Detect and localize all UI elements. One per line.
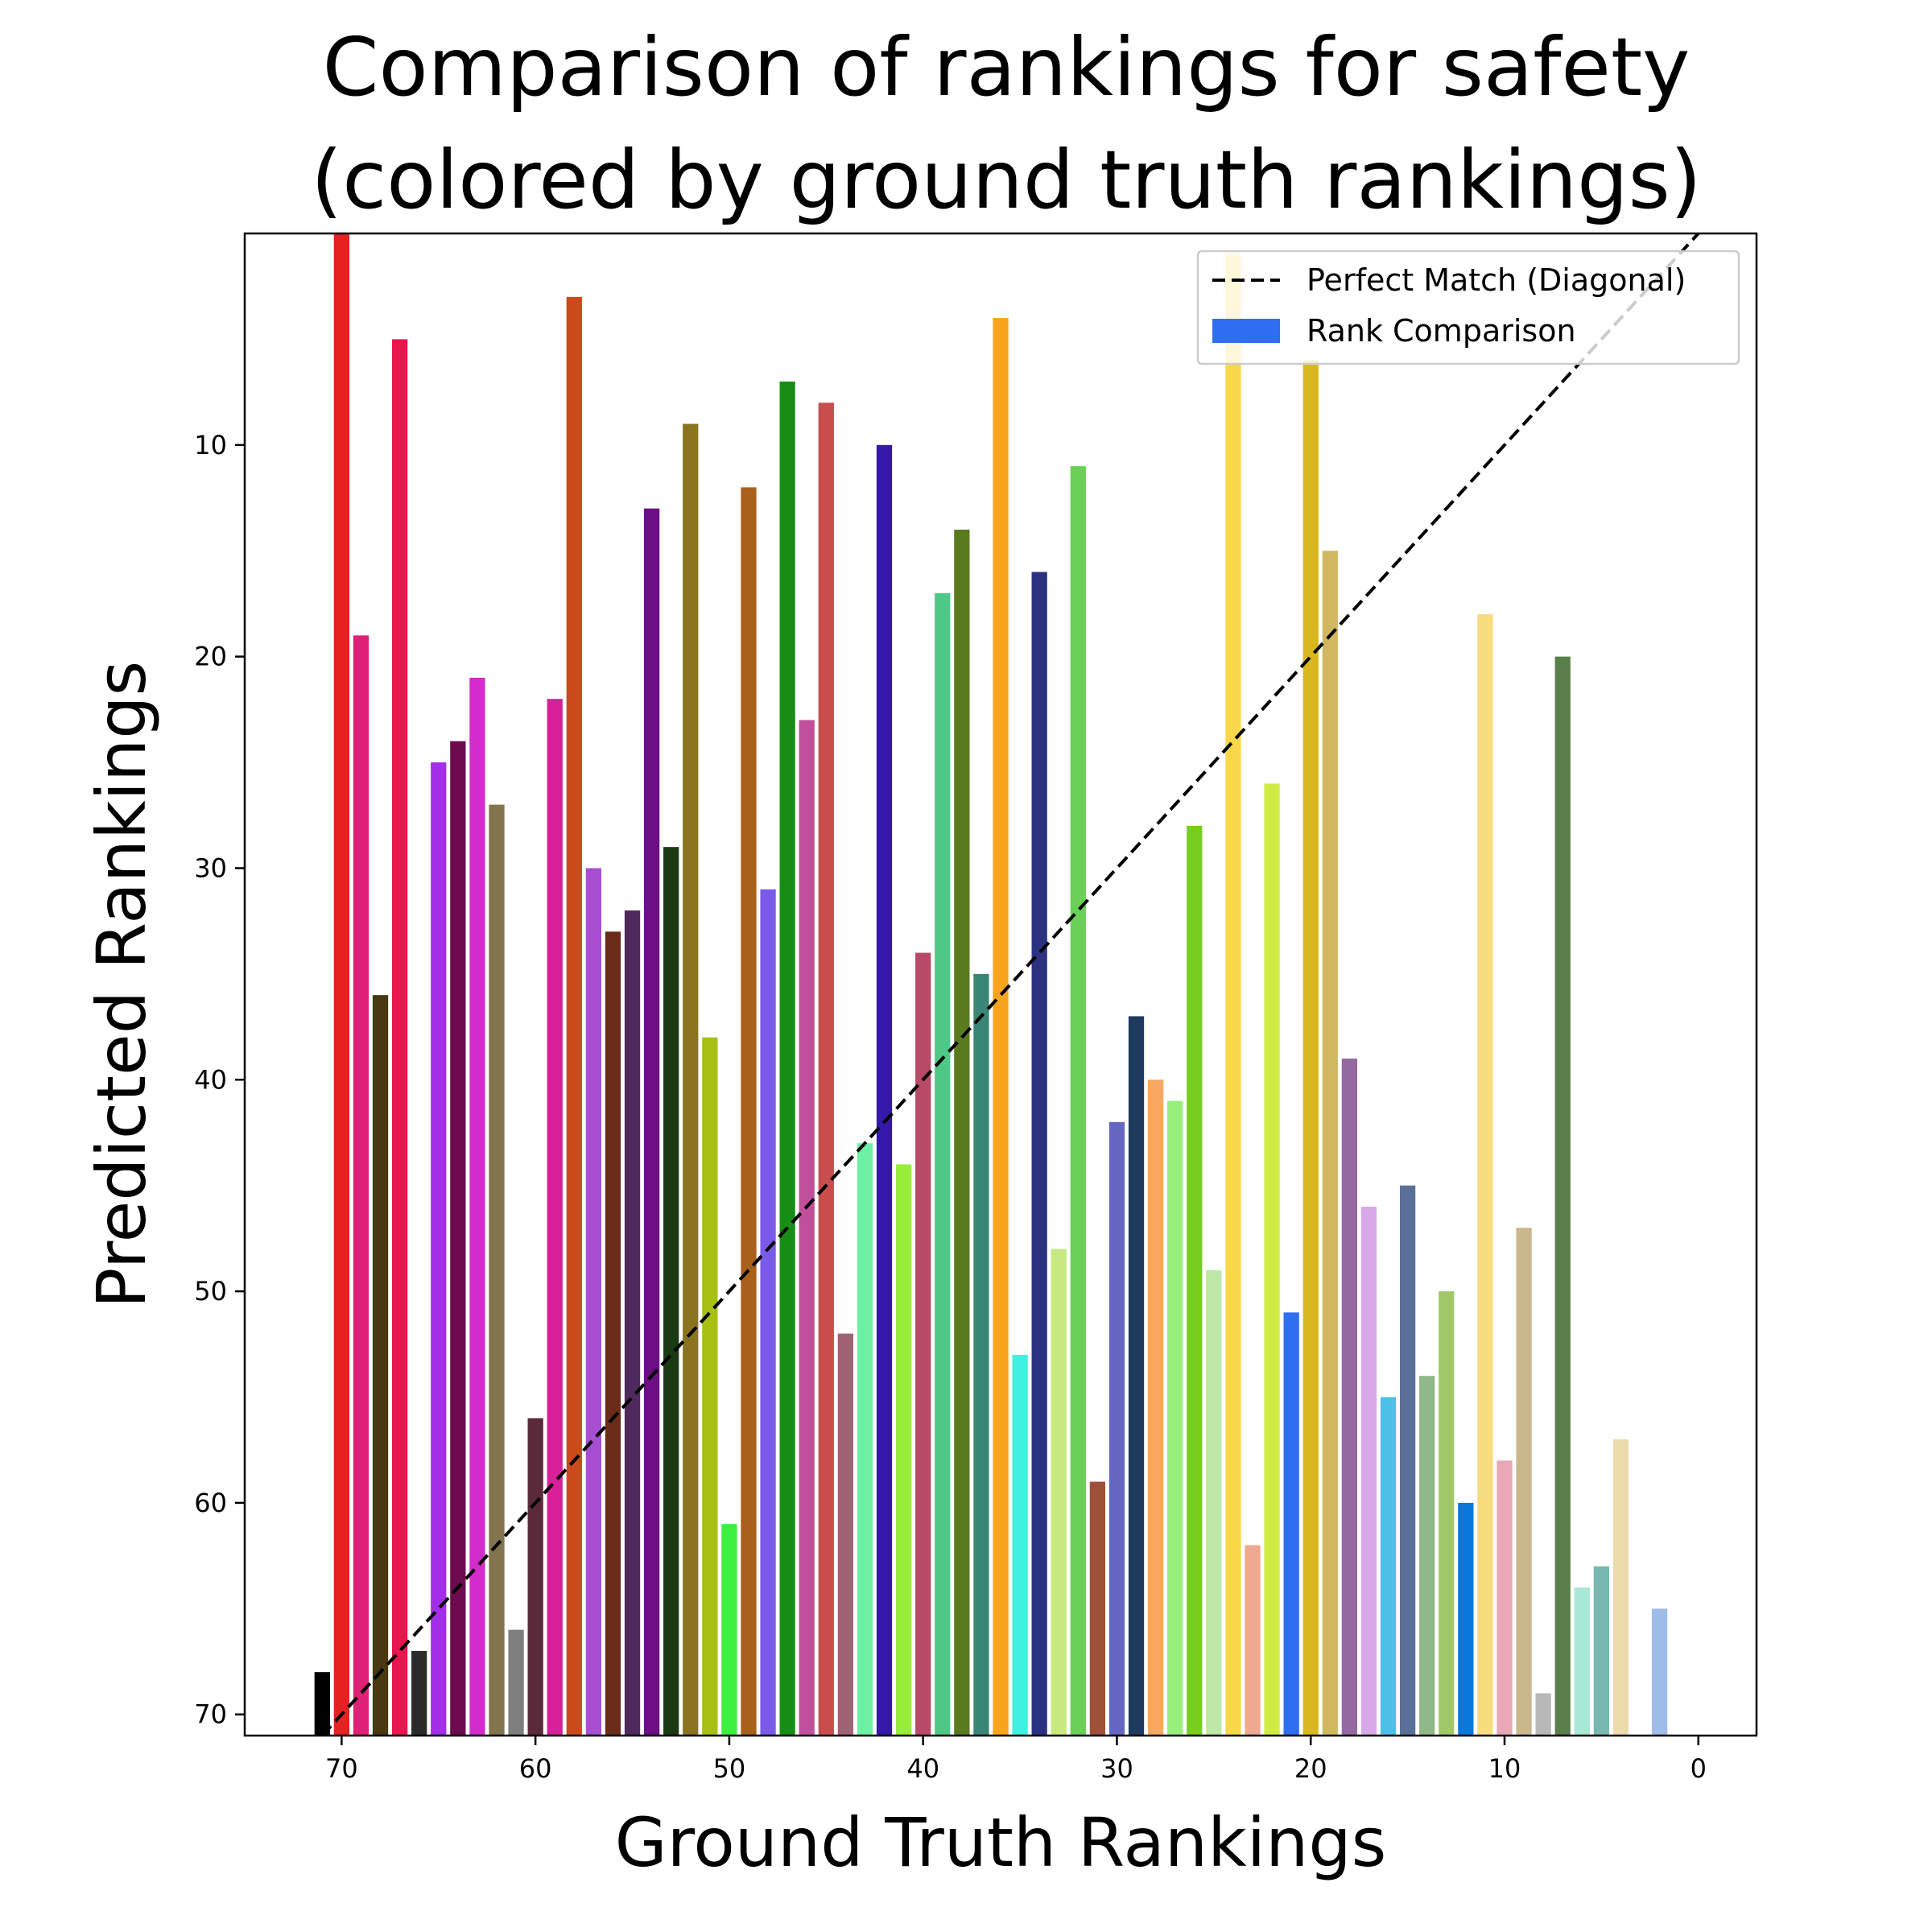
bar-47 [1225,254,1241,1736]
bar-23 [760,889,776,1736]
bar-67 [1612,1439,1629,1736]
bar-55 [1380,1397,1397,1736]
bar-36 [1012,1354,1028,1736]
bar-50 [1283,1312,1299,1736]
x-tick-label-6: 10 [1488,1753,1521,1784]
bar-27 [837,1333,854,1736]
x-axis-ticks: 70 60 50 40 30 20 10 0 [325,1736,1707,1784]
bar-66 [1593,1566,1610,1736]
bar-61 [1496,1460,1513,1736]
x-tick-label-4: 30 [1100,1753,1133,1784]
bar-13 [566,296,582,1736]
bar-18 [663,847,679,1736]
chart-title-line-2: (colored by ground truth rankings) [311,133,1701,227]
bar-16 [624,910,641,1736]
bar-42 [1128,1016,1145,1736]
bar-56 [1399,1185,1416,1736]
bar-33 [954,529,970,1736]
bar-65 [1574,1587,1590,1736]
bar-20 [702,1037,718,1736]
bar-58 [1439,1291,1455,1736]
bar-32 [935,592,951,1736]
bar-57 [1419,1376,1435,1736]
y-tick-label-5: 60 [194,1488,227,1518]
bar-19 [683,423,699,1736]
bar-24 [779,381,795,1736]
bar-63 [1535,1693,1551,1736]
x-tick-label-7: 0 [1690,1753,1707,1784]
bar-43 [1147,1080,1164,1736]
bar-11 [527,1418,543,1736]
bar-5 [411,1650,427,1736]
y-tick-label-1: 20 [194,642,227,672]
bar-54 [1360,1206,1377,1736]
bar-22 [741,487,757,1736]
y-tick-label-2: 30 [194,852,227,883]
x-axis-label: Ground Truth Rankings [615,1803,1387,1882]
bar-34 [973,973,989,1736]
bar-2 [353,635,369,1736]
legend-label-diagonal: Perfect Match (Diagonal) [1307,262,1686,298]
bar-15 [605,931,621,1736]
x-tick-label-5: 20 [1294,1753,1327,1784]
bar-21 [721,1524,737,1736]
x-tick-label-0: 70 [325,1753,358,1784]
bar-51 [1302,360,1319,1736]
y-tick-label-6: 70 [194,1699,227,1730]
bar-37 [1031,572,1047,1736]
bar-0 [314,1672,330,1736]
bar-28 [857,1143,873,1736]
plot-frame [243,232,1758,1737]
x-tick-label-3: 40 [906,1753,939,1784]
bar-14 [585,868,602,1736]
legend-patch-icon [1212,319,1280,343]
bar-60 [1477,614,1493,1736]
bar-48 [1245,1545,1261,1736]
x-tick-label-1: 60 [519,1753,552,1784]
bar-12 [547,699,563,1736]
bar-41 [1108,1121,1125,1736]
legend: Perfect Match (Diagonal) Rank Comparison [1196,250,1740,365]
bar-45 [1187,825,1203,1736]
bar-6 [431,762,447,1736]
x-tick-label-2: 50 [713,1753,746,1784]
bar-35 [993,318,1009,1736]
bar-29 [876,444,893,1736]
bar-68 [1651,1608,1668,1736]
bar-26 [818,402,834,1736]
bar-38 [1051,1249,1067,1736]
legend-label-bars: Rank Comparison [1307,313,1576,349]
bar-52 [1322,551,1338,1736]
bar-17 [643,508,660,1736]
y-tick-label-3: 40 [194,1064,227,1095]
bar-30 [895,1164,912,1736]
legend-box [1196,250,1740,365]
bar-series [314,233,1668,1736]
y-tick-label-4: 50 [194,1276,227,1307]
bar-46 [1206,1269,1222,1736]
bar-1 [333,233,350,1736]
y-axis-ticks: 10 20 30 40 50 60 70 [194,430,245,1730]
bar-4 [391,339,408,1736]
y-tick-label-0: 10 [194,430,227,460]
bar-49 [1264,783,1280,1736]
bar-10 [508,1629,524,1736]
bar-25 [799,720,815,1736]
bar-40 [1089,1481,1106,1736]
y-axis-label: Predicted Rankings [82,661,161,1309]
bar-62 [1516,1228,1532,1736]
bar-9 [489,804,505,1736]
bar-53 [1341,1058,1358,1736]
diagonal-line [320,233,1701,1736]
bar-44 [1167,1100,1183,1736]
bar-3 [372,995,389,1736]
bar-7 [450,741,466,1736]
bar-31 [915,952,931,1736]
bar-8 [469,677,485,1736]
bar-39 [1070,466,1086,1736]
bar-64 [1554,656,1571,1736]
bar-59 [1458,1502,1474,1736]
chart-title-line-1: Comparison of rankings for safety [323,20,1690,114]
